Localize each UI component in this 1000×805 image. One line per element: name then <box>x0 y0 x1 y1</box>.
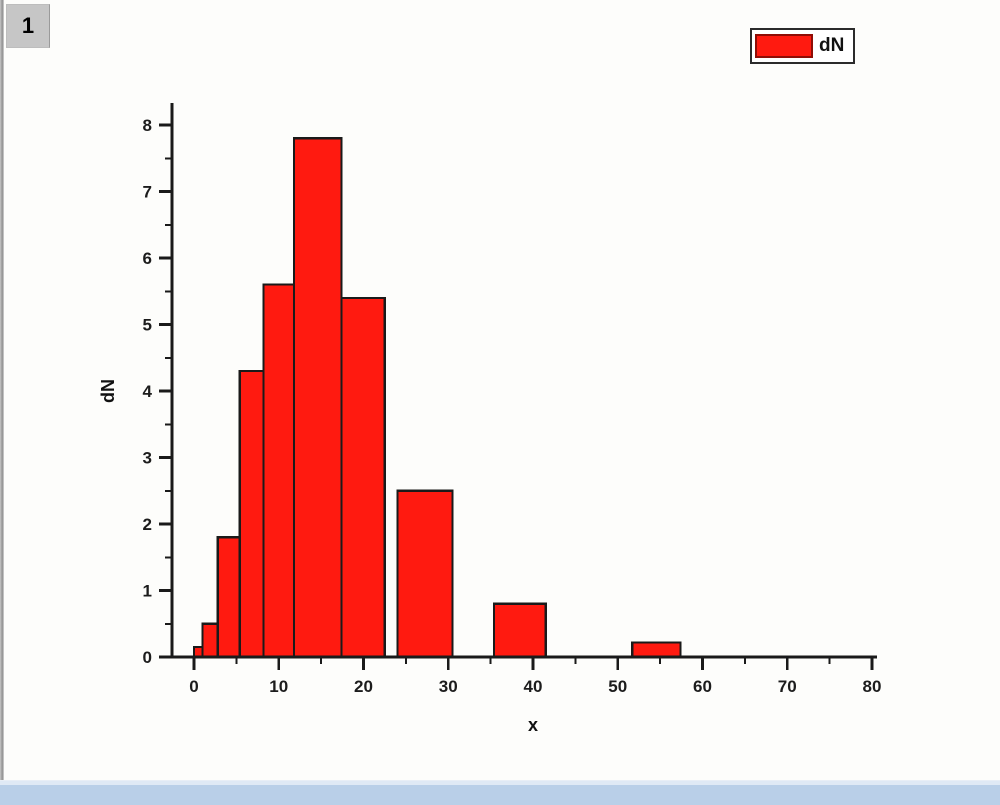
x-tick-label: 20 <box>354 677 373 696</box>
y-tick-label: 0 <box>143 648 152 667</box>
y-tick-label: 5 <box>143 316 152 335</box>
page-tab-label: 1 <box>21 13 35 38</box>
legend-label-dn: dN <box>819 35 845 56</box>
x-tick-label: 60 <box>693 677 712 696</box>
histogram-bar <box>292 137 343 659</box>
histogram-svg: 0 10 20 30 40 50 60 70 80 0 1 2 3 4 5 6 7 8 x dN <box>98 103 882 735</box>
x-tick-label: 0 <box>189 677 198 696</box>
legend[interactable]: dN <box>750 28 856 64</box>
chart-canvas[interactable]: 0 10 20 30 40 50 60 70 80 0 1 2 3 4 5 6 7 8 x dN <box>0 0 1000 780</box>
histogram-bar <box>396 489 454 659</box>
histogram-bar <box>262 283 296 659</box>
y-tick-label: 3 <box>143 449 152 468</box>
x-axis-title: x <box>528 715 538 735</box>
y-tick-label: 2 <box>143 515 152 534</box>
histogram-bar <box>340 296 386 659</box>
window-bottom-strip <box>0 780 1000 805</box>
x-tick-label: 40 <box>524 677 543 696</box>
y-tick-label: 8 <box>143 116 152 135</box>
x-tick-label: 70 <box>778 677 797 696</box>
axis-titles-group: x dN <box>98 379 538 735</box>
x-tick-label: 80 <box>863 677 882 696</box>
y-tick-label: 7 <box>143 183 152 202</box>
window-bottom-strip-highlight <box>0 781 1000 785</box>
axes-group <box>159 103 877 670</box>
legend-swatch-dn <box>755 34 813 58</box>
histogram-bar <box>216 536 241 659</box>
tick-labels-group: 0 10 20 30 40 50 60 70 80 0 1 2 3 4 5 6 7 8 <box>143 116 882 696</box>
page-tab-1[interactable]: 1 <box>6 4 50 48</box>
histogram-bar <box>201 622 219 659</box>
x-tick-label: 50 <box>608 677 627 696</box>
x-tick-label: 10 <box>269 677 288 696</box>
y-tick-label: 6 <box>143 249 152 268</box>
x-tick-label: 30 <box>439 677 458 696</box>
histogram-bar <box>631 641 682 659</box>
histogram-bar <box>238 369 265 659</box>
histogram-bar <box>492 602 547 659</box>
y-tick-label: 1 <box>143 582 152 601</box>
bars-group <box>192 137 682 659</box>
y-tick-label: 4 <box>143 382 153 401</box>
y-axis-title: dN <box>98 379 118 403</box>
window-left-edge <box>0 0 4 780</box>
